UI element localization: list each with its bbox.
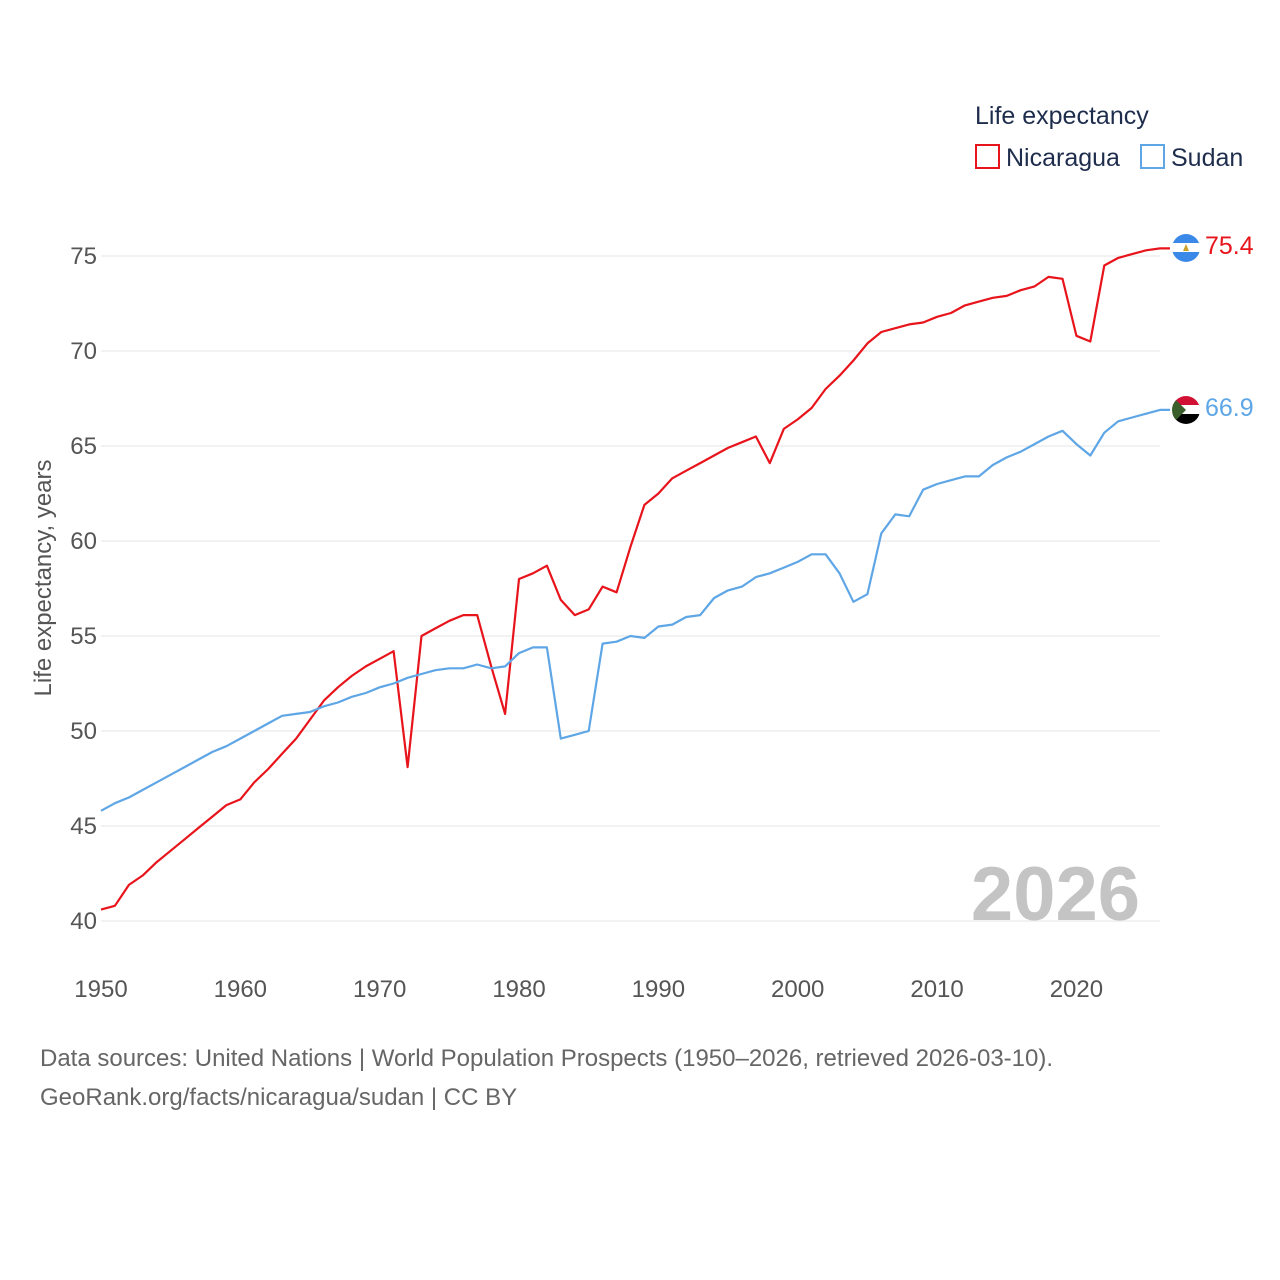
series-lines: [100, 247, 1170, 911]
x-tick-label: 2000: [771, 976, 824, 1003]
y-tick-label: 65: [70, 433, 97, 460]
y-tick-label: 50: [70, 718, 97, 745]
y-axis-label: Life expectancy, years: [30, 459, 57, 696]
y-tick-label: 40: [70, 908, 97, 935]
legend-title: Life expectancy: [975, 102, 1149, 130]
x-tick-label: 1990: [632, 976, 685, 1003]
series-line-sudan[interactable]: [100, 408, 1170, 812]
y-tick-label: 45: [70, 813, 97, 840]
x-tick-label: 1950: [74, 976, 127, 1003]
y-tick-label: 55: [70, 623, 97, 650]
x-tick-label: 1970: [353, 976, 406, 1003]
footer-attribution[interactable]: GeoRank.org/facts/nicaragua/sudan | CC B…: [40, 1084, 518, 1111]
end-label-sudan: 66.9: [1205, 394, 1254, 422]
end-label-nicaragua: 75.4: [1205, 232, 1254, 260]
legend: Life expectancy Nicaragua Sudan: [975, 102, 1243, 172]
legend-swatch-sudan[interactable]: [1140, 144, 1165, 169]
x-tick-label: 2020: [1050, 976, 1103, 1003]
legend-swatch-nicaragua[interactable]: [975, 144, 1000, 169]
x-tick-label: 1960: [214, 976, 267, 1003]
legend-label-sudan[interactable]: Sudan: [1171, 144, 1243, 172]
y-tick-label: 60: [70, 528, 97, 555]
sudan-flag-icon: [1172, 396, 1200, 424]
grid-lines: [101, 255, 1160, 922]
y-tick-label: 70: [70, 338, 97, 365]
year-watermark: 2026: [971, 852, 1140, 937]
footer-sources: Data sources: United Nations | World Pop…: [40, 1045, 1054, 1072]
x-axis-ticks: 1950 1960 1970 1980 1990 2000 2010 2020: [74, 976, 1103, 1003]
y-tick-label: 75: [70, 243, 97, 270]
legend-label-nicaragua[interactable]: Nicaragua: [1006, 144, 1120, 172]
x-tick-label: 2010: [910, 976, 963, 1003]
y-axis-ticks: 40 45 50 55 60 65 70 75: [70, 243, 97, 935]
series-line-nicaragua[interactable]: [100, 247, 1170, 911]
x-tick-label: 1980: [492, 976, 545, 1003]
nicaragua-flag-icon: [1172, 234, 1200, 262]
